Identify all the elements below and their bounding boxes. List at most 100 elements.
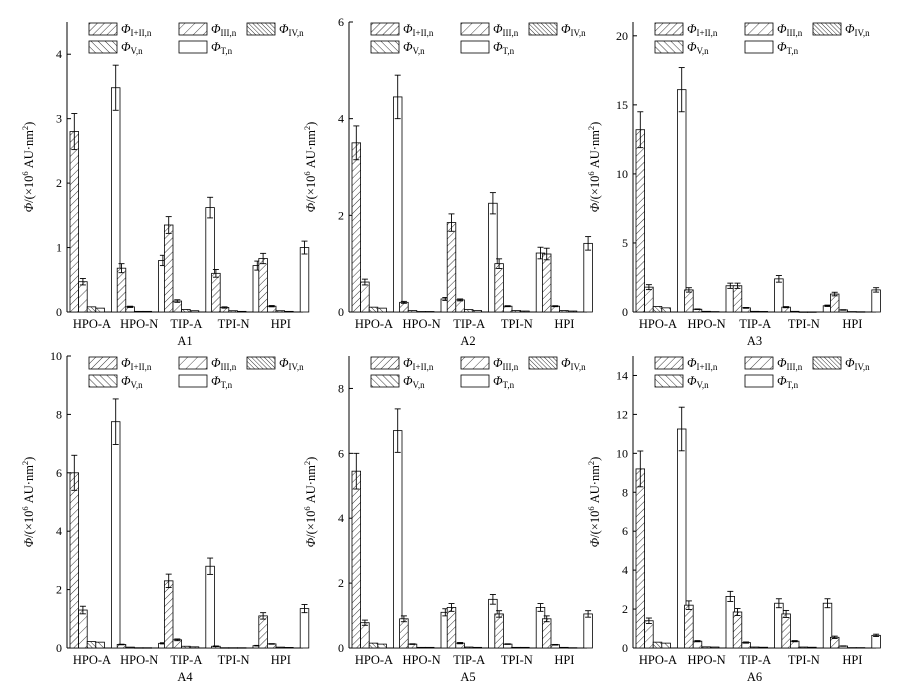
legend-label: ΦT,n: [777, 40, 799, 56]
bar-hpi-s1: [258, 615, 268, 649]
legend-swatch: [654, 22, 684, 36]
panel-a4: 0 2 4 6 8 10 HPO-A HPO-N TIP-A TPI-N HPI A4 Φ/(×106 …: [20, 349, 310, 684]
bar-tip-a-s3: [463, 646, 474, 649]
legend-swatch: [178, 356, 208, 370]
legend-swatch: [654, 374, 684, 388]
legend-label: ΦIII,n: [493, 356, 519, 372]
bar-tip-a-s1: [163, 224, 174, 313]
bar-hpo-a-s1: [635, 468, 646, 649]
y-tick-label: 10: [50, 349, 62, 363]
legend-swatch: [370, 374, 400, 388]
legend-swatch: [88, 356, 118, 370]
legend-swatch: [460, 356, 490, 370]
x-tick-label: HPO-N: [687, 653, 725, 667]
bar-hpo-n-s3: [416, 646, 426, 649]
y-tick-label: 20: [616, 29, 628, 43]
bar-tip-a-s3: [750, 310, 760, 313]
x-tick-label: TIP-A: [453, 317, 485, 331]
bar-hpo-n-s2: [407, 310, 418, 313]
y-tick-label: 0: [338, 641, 344, 655]
x-tick-label: HPO-A: [73, 653, 111, 667]
legend-swatch: [744, 40, 774, 54]
panel-a2: 0 2 4 6 HPO-A HPO-N TIP-A TPI-N HPI A2 Φ/(×106 AU·…: [302, 15, 593, 348]
legend-label: ΦI+II,n: [121, 22, 152, 38]
bar-tip-a-s1: [732, 611, 743, 649]
bar-hpi-s4: [284, 310, 294, 313]
legend-swatch: [460, 22, 490, 36]
legend-label: ΦT,n: [493, 40, 515, 56]
bar-hpo-n-s4: [142, 647, 153, 649]
y-tick-label: 6: [338, 446, 344, 460]
bar-hpi-s4: [855, 311, 866, 313]
bar-tpi-n-s2: [790, 310, 800, 313]
y-tick-label: 4: [338, 511, 344, 525]
bar-tpi-n-s3: [798, 311, 809, 313]
y-tick-label: 2: [56, 176, 62, 190]
bar-tpi-n-s3: [798, 646, 809, 649]
x-tick-label: TPI-N: [501, 317, 533, 331]
bar-hpo-a-s3: [86, 306, 97, 313]
y-axis-label: Φ/(×106 AU·nm2): [302, 457, 318, 548]
legend-swatch: [812, 22, 842, 36]
legend-label: ΦT,n: [211, 40, 233, 56]
y-tick-label: 0: [56, 305, 62, 319]
bar-hpo-a-s2: [360, 622, 370, 649]
bar-hpi-s3: [275, 310, 286, 313]
x-tick-label: HPO-A: [639, 653, 677, 667]
y-tick-label: 8: [338, 381, 344, 395]
legend-swatch: [88, 22, 118, 36]
legend: ΦI+II,n ΦIII,n ΦIV,n ΦV,n ΦT,n: [654, 22, 870, 56]
bar-hpo-a-s2: [360, 281, 370, 313]
bar-tpi-n-s4: [807, 646, 817, 649]
legend-label: ΦIV,n: [561, 356, 586, 372]
y-tick-label: 0: [56, 641, 62, 655]
bar-tip-a-s4: [472, 646, 483, 649]
bar-hpi-s1: [542, 618, 552, 649]
x-tick-label: HPO-N: [120, 653, 158, 667]
bar-tip-a-s1: [446, 607, 457, 649]
y-tick-label: 12: [616, 407, 628, 421]
bar-tpi-n-s4: [520, 310, 530, 313]
bar-tip-a-s4: [758, 646, 769, 649]
bar-tip-a-s5: [205, 565, 215, 649]
x-tick-label: TPI-N: [501, 653, 533, 667]
bar-hpi-s4: [567, 647, 578, 649]
legend-swatch: [460, 374, 490, 388]
panel-title: A3: [747, 334, 762, 348]
panel-title: A4: [177, 670, 193, 684]
legend-swatch: [178, 22, 208, 36]
bar-tip-a-s1: [732, 285, 743, 313]
bar-tip-a-s3: [181, 645, 191, 649]
panel-a1: 0 1 2 3 4 HPO-A HPO-N TIP-A TPI-N HPI A1 Φ/(×106 AU…: [20, 22, 310, 348]
x-tick-label: HPO-A: [355, 653, 393, 667]
bar-tpi-n-s4: [236, 647, 247, 649]
bar-hpo-a-s3: [368, 306, 379, 313]
bar-tpi-n-s1: [494, 263, 504, 313]
bar-hpo-n-s3: [701, 646, 711, 649]
bar-hpo-n-s2: [125, 646, 135, 649]
bar-hpo-n-s1: [399, 618, 409, 649]
bar-hpo-a-s5: [677, 89, 687, 313]
y-tick-label: 8: [56, 407, 62, 421]
bar-hpi-s3: [559, 310, 569, 313]
y-tick-label: 5: [622, 236, 628, 250]
bar-hpo-a-s4: [661, 307, 671, 313]
panel-a3: 0 5 10 15 20 HPO-A HPO-N TIP-A TPI-N HPI A3 Φ/(×106…: [586, 22, 881, 348]
y-tick-label: 0: [338, 305, 344, 319]
panel-title: A2: [460, 334, 475, 348]
bar-hpo-n-s4: [710, 646, 720, 649]
x-tick-label: HPO-N: [687, 317, 725, 331]
bar-tpi-n-s1: [781, 613, 791, 649]
legend-swatch: [528, 22, 558, 36]
panel-title: A6: [747, 670, 762, 684]
x-tick-label: HPO-A: [73, 317, 111, 331]
legend-label: ΦIV,n: [279, 356, 304, 372]
x-tick-label: TIP-A: [739, 317, 771, 331]
legend: ΦI+II,n ΦIII,n ΦIV,n ΦV,n ΦT,n: [88, 22, 304, 56]
bar-tip-a-s2: [455, 299, 465, 313]
x-tick-label: HPI: [554, 317, 574, 331]
y-tick-label: 0: [622, 641, 628, 655]
x-tick-label: HPO-A: [355, 317, 393, 331]
bar-hpi-s5: [583, 242, 593, 313]
